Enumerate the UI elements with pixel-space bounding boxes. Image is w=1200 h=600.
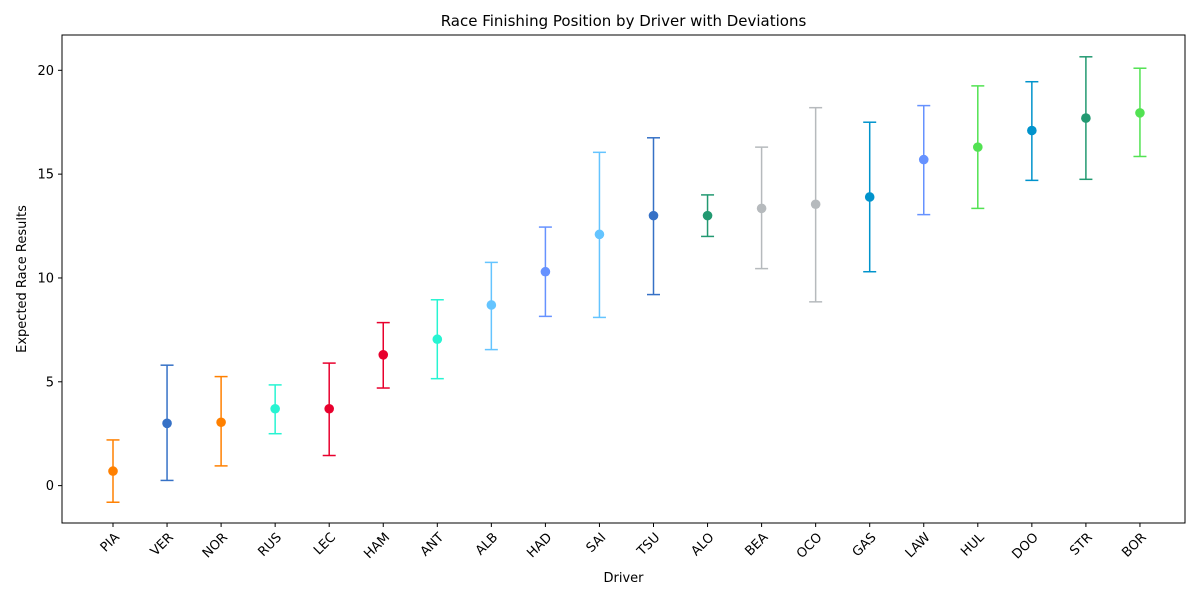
y-tick-label: 0 [46,479,54,494]
data-point-alb [486,300,497,310]
x-tick-label: NOR [200,530,231,561]
data-point-nor [216,417,226,428]
data-point-rus [270,403,280,414]
data-point-oco [810,199,821,210]
x-tick-label: PIA [98,530,123,555]
error-bar-law [917,104,931,216]
x-tick-label: ALB [473,530,501,558]
data-point-ant [432,334,443,345]
error-bar-alb [484,261,498,351]
x-tick-label: STR [1067,530,1095,558]
x-tick-label: HUL [958,530,988,560]
error-bar-alo [701,194,715,238]
data-point-gas [864,192,875,202]
x-axis-label: Driver [603,571,644,586]
error-bar-bor [1133,67,1147,158]
data-point-hul [973,142,983,152]
x-tick-label: OCO [794,530,825,561]
y-tick-label: 10 [37,271,54,286]
x-tick-label: ANT [418,530,447,559]
x-tick-label: SAI [584,530,610,556]
error-bar-had [538,226,552,318]
x-axis-ticks: PIA VER NOR RUS LEC HAM ANT ALB HAD SAI TSU ALO BEA O… [98,523,1150,562]
data-point-pia [108,466,118,476]
data-point-doo [1027,125,1037,136]
data-point-alo [702,210,713,221]
x-tick-label: HAM [361,530,393,562]
error-bar-str [1079,56,1093,181]
x-tick-label: GAS [850,530,880,560]
data-point-str [1081,113,1091,123]
y-tick-label: 20 [37,64,54,79]
error-bar-hul [971,85,985,210]
error-bar-sai [592,151,606,319]
error-bar-oco [809,106,823,303]
chart-title: Race Finishing Position by Driver with D… [441,12,807,30]
data-point-lec [324,403,335,414]
error-bar-nor [214,375,228,467]
data-point-ver [162,418,172,429]
error-bar-bea [755,146,769,270]
x-tick-label: HAD [524,530,555,561]
error-bar-tsu [647,137,660,296]
data-point-bor [1135,108,1145,118]
plot-area-frame [61,34,1186,524]
x-tick-label: BEA [742,530,771,559]
x-tick-label: ALO [688,530,717,559]
y-tick-label: 5 [46,375,54,390]
data-point-sai [594,229,605,240]
data-point-bea [756,203,767,214]
chart-marks [106,56,1147,503]
x-tick-label: TSU [634,530,663,559]
data-point-ham [378,349,389,360]
error-bar-pia [106,439,120,503]
data-point-law [918,154,929,165]
x-tick-label: LEC [311,530,339,558]
x-tick-label: LAW [903,530,934,561]
data-point-had [540,266,551,277]
data-point-tsu [648,210,659,221]
error-bar-ver [160,364,174,482]
y-tick-label: 15 [37,168,54,183]
y-axis-ticks: 0 5 10 15 20 [37,64,62,494]
x-tick-label: BOR [1119,530,1149,560]
error-bar-gas [863,121,877,273]
error-bar-doo [1025,80,1039,182]
x-tick-label: RUS [255,530,285,560]
error-bar-ant [430,299,444,380]
error-bar-rus [268,384,282,435]
y-axis-label: Expected Race Results [15,205,30,353]
x-tick-label: DOO [1010,530,1042,562]
x-tick-label: VER [148,530,177,559]
error-bar-ham [376,321,390,389]
error-bar-lec [322,362,336,457]
